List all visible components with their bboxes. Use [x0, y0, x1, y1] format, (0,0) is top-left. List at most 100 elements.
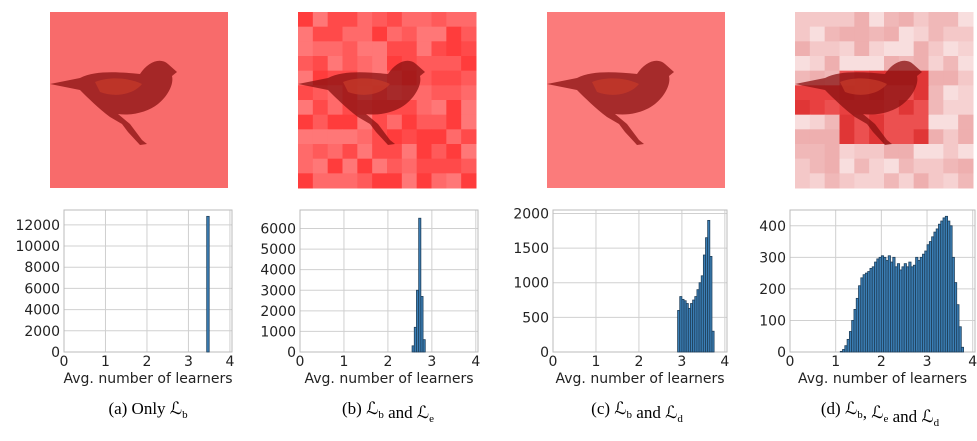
image-tile — [824, 41, 840, 57]
image-tile — [809, 56, 826, 72]
y-tick-label: 200 — [759, 282, 786, 298]
image-tile — [824, 173, 840, 189]
y-tick-label: 8000 — [24, 260, 60, 276]
y-tick-label: 2000 — [513, 206, 549, 222]
image-tile — [416, 144, 432, 160]
image-tile — [327, 173, 343, 189]
image-tile — [854, 26, 870, 42]
y-tick-label: 100 — [759, 313, 786, 329]
image-tile — [372, 41, 388, 57]
image-tile — [357, 158, 373, 174]
image-tile — [795, 26, 811, 42]
plot-frame — [299, 209, 479, 353]
image-tile — [461, 41, 477, 57]
image-tile — [446, 70, 462, 86]
image-tile — [298, 144, 314, 160]
y-tick-label: 1500 — [513, 241, 549, 257]
image-tile — [298, 41, 314, 57]
image-tile — [898, 144, 915, 160]
image-tile — [416, 85, 432, 101]
image-tile — [357, 129, 373, 145]
y-tick-label: 4000 — [24, 303, 60, 319]
image-tile — [461, 158, 477, 174]
image-tile — [327, 56, 343, 72]
image-tile — [372, 56, 388, 72]
image-tile — [869, 144, 885, 160]
image-tile — [854, 158, 870, 174]
image-tile — [416, 158, 432, 174]
image-tile — [327, 12, 343, 28]
image-tile — [401, 158, 418, 174]
caption-text: ℒ — [665, 403, 677, 422]
image-tile — [884, 12, 900, 28]
image-tile — [446, 56, 462, 72]
image-tile — [824, 158, 840, 174]
y-tick-label: 2000 — [260, 304, 296, 320]
bird — [298, 60, 425, 145]
image-tile — [958, 70, 974, 86]
image-tile — [824, 144, 840, 160]
x-axis-label: Avg. number of learners — [798, 371, 967, 387]
image-tile — [943, 56, 959, 72]
image-tile — [943, 26, 959, 42]
image — [298, 12, 477, 189]
bar — [422, 339, 426, 353]
image-tile — [824, 129, 840, 145]
image-tile — [884, 173, 900, 189]
bird — [795, 60, 922, 145]
image-tile — [898, 41, 915, 57]
image-tile — [372, 144, 388, 160]
bar — [206, 215, 210, 353]
image-tile — [372, 173, 388, 189]
image-tile — [401, 129, 418, 145]
image-tile — [824, 26, 840, 42]
bird-wing — [343, 78, 390, 95]
caption-text: ℒ — [366, 399, 378, 418]
x-axis-label: Avg. number of learners — [64, 371, 233, 387]
image-tile — [839, 158, 855, 174]
image-tile — [839, 12, 855, 28]
image-tile — [943, 158, 959, 174]
image-tile — [461, 100, 477, 116]
image-tile — [839, 114, 855, 130]
x-tick-label: 0 — [60, 354, 69, 370]
image-tile — [342, 56, 358, 72]
image-tile — [327, 26, 343, 42]
image-tile — [416, 56, 432, 72]
image-tile — [839, 129, 855, 145]
image-tile — [958, 85, 974, 101]
image-tile — [824, 56, 840, 72]
image-tile — [913, 85, 929, 101]
image-tile — [958, 100, 974, 116]
image-tile — [298, 85, 314, 101]
image-tile — [312, 56, 329, 72]
image-tile — [943, 144, 959, 160]
image-tile — [958, 144, 974, 160]
x-tick-label: 0 — [549, 354, 558, 370]
panel: 0 1 2 3 4 0 500 1000 1500 2000 Avg. number of lear… — [513, 12, 729, 425]
image-tile — [824, 12, 840, 28]
image-tile — [327, 129, 343, 145]
image-tile — [327, 114, 343, 130]
caption-sub: d — [677, 413, 683, 425]
bar — [958, 326, 962, 353]
bird — [547, 60, 674, 145]
image-tile — [401, 114, 418, 130]
image-tile — [809, 26, 826, 42]
image-tile — [312, 100, 329, 116]
bird — [50, 60, 177, 145]
image-tile — [884, 114, 900, 130]
image-tile — [357, 12, 373, 28]
caption-text: and — [384, 403, 417, 422]
image-tile — [416, 100, 432, 116]
image-tile — [884, 144, 900, 160]
image-tile — [387, 26, 403, 42]
image-tile — [298, 56, 314, 72]
x-tick-label: 2 — [634, 354, 643, 370]
image-tile — [357, 26, 373, 42]
image-tile — [461, 12, 477, 28]
image-tile — [461, 70, 477, 86]
x-tick-label: 0 — [296, 354, 305, 370]
image-tile — [854, 173, 870, 189]
